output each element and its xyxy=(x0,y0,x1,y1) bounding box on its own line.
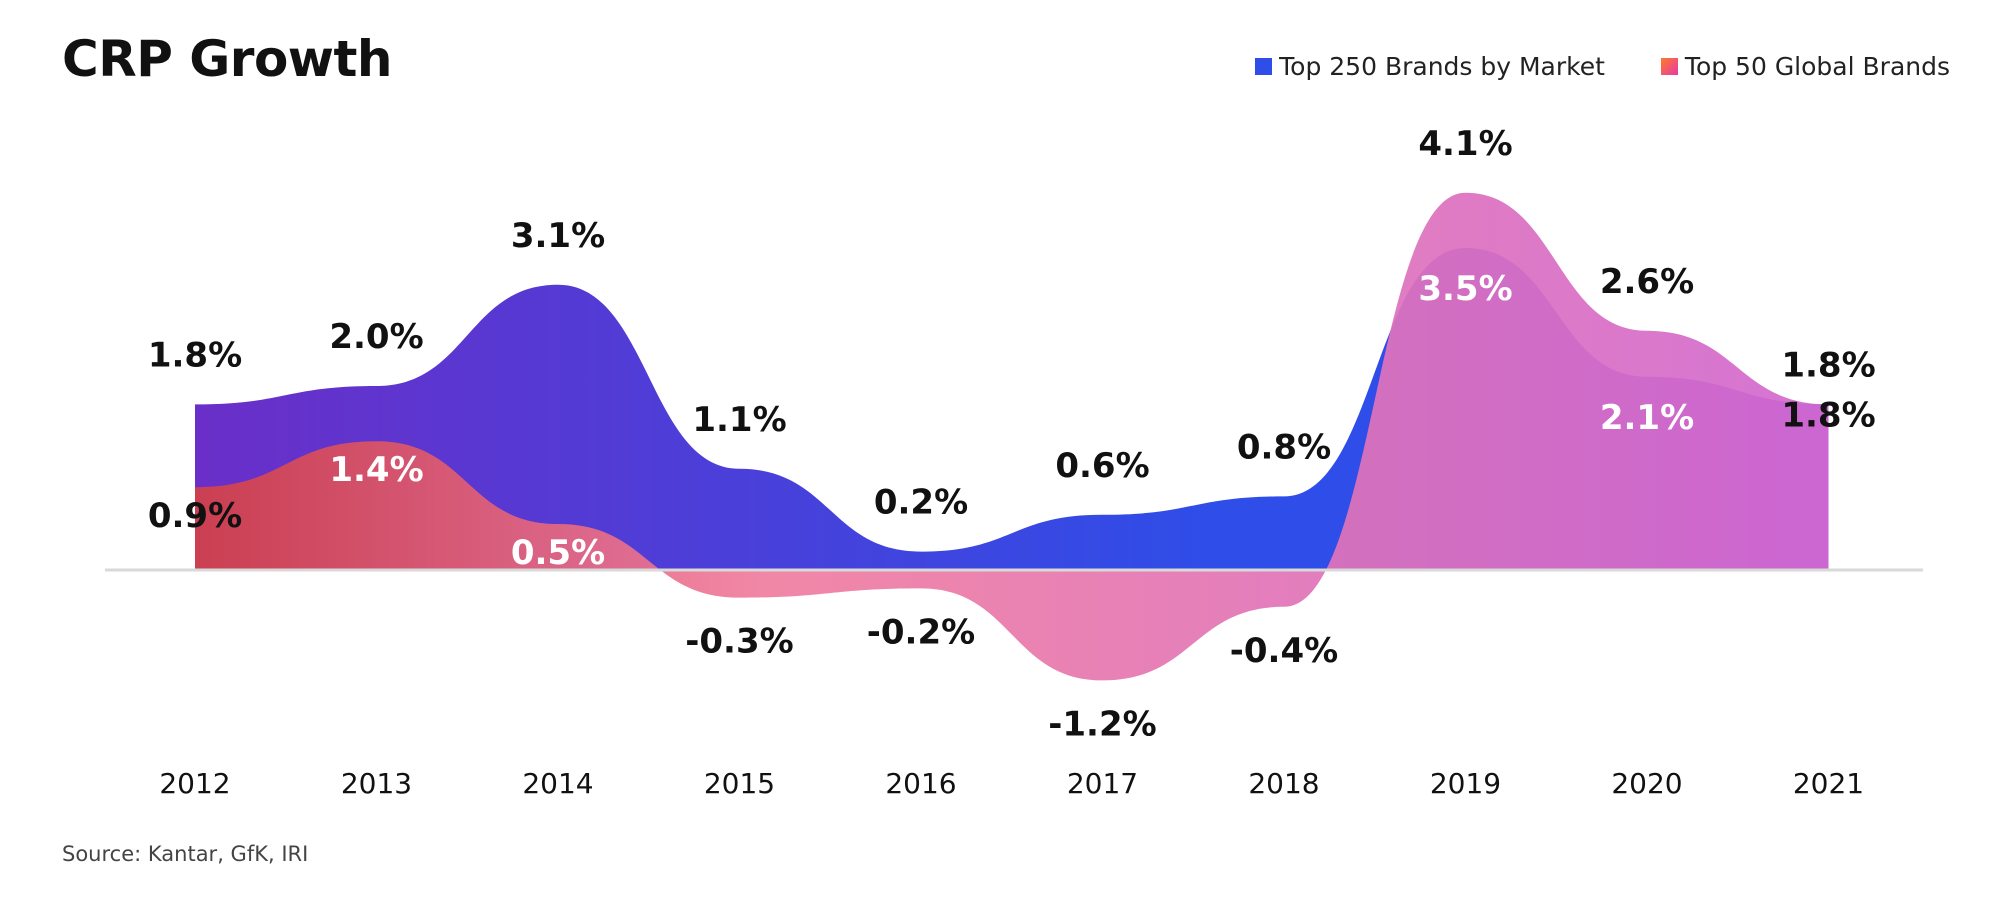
x-tick-label: 2019 xyxy=(1430,767,1501,800)
legend-swatch-top50 xyxy=(1660,58,1678,75)
value-label-top50-2018: -0.4% xyxy=(1230,631,1338,671)
x-tick-label: 2020 xyxy=(1611,767,1682,800)
x-tick-label: 2013 xyxy=(341,767,412,800)
value-label-top50-2019: 4.1% xyxy=(1418,124,1512,164)
legend-item-top50: Top 50 Global Brands xyxy=(1660,52,1950,81)
x-tick-label: 2021 xyxy=(1793,767,1864,800)
value-label-top50-2013: 1.4% xyxy=(329,450,423,490)
value-label-top250-2018: 0.8% xyxy=(1237,427,1331,467)
value-label-top50-2021: 1.8% xyxy=(1781,345,1875,385)
value-label-top250-2019: 3.5% xyxy=(1418,269,1512,309)
legend-item-top250: Top 250 Brands by Market xyxy=(1255,52,1605,81)
value-label-top250-2020: 2.1% xyxy=(1600,398,1694,438)
value-label-top250-2013: 2.0% xyxy=(329,317,423,357)
value-label-top50-2012: 0.9% xyxy=(148,496,242,536)
x-tick-label: 2017 xyxy=(1067,767,1138,800)
source-note: Source: Kantar, GfK, IRI xyxy=(62,842,309,866)
x-tick-label: 2018 xyxy=(1248,767,1319,800)
value-label-top250-2014: 3.1% xyxy=(511,216,605,256)
value-label-top250-2021: 1.8% xyxy=(1781,395,1875,435)
value-label-top50-2020: 2.6% xyxy=(1600,262,1694,302)
value-label-top50-2014: 0.5% xyxy=(511,533,605,573)
value-label-top250-2015: 1.1% xyxy=(692,400,786,440)
value-label-top250-2012: 1.8% xyxy=(148,335,242,375)
value-label-top50-2015: -0.3% xyxy=(685,622,793,662)
x-tick-label: 2012 xyxy=(159,767,230,800)
value-label-top250-2017: 0.6% xyxy=(1055,446,1149,486)
area-top50 xyxy=(195,192,1829,681)
x-tick-label: 2016 xyxy=(885,767,956,800)
legend-swatch-top250 xyxy=(1255,58,1273,75)
x-tick-label: 2014 xyxy=(522,767,593,800)
legend-label-top50: Top 50 Global Brands xyxy=(1684,52,1950,81)
value-label-top50-2017: -1.2% xyxy=(1048,704,1156,744)
value-label-top50-2016: -0.2% xyxy=(867,612,975,652)
x-tick-label: 2015 xyxy=(704,767,775,800)
chart-title: CRP Growth xyxy=(62,30,393,88)
legend-label-top250: Top 250 Brands by Market xyxy=(1279,52,1605,81)
legend: Top 250 Brands by Market Top 50 Global B… xyxy=(1255,52,1950,81)
value-label-top250-2016: 0.2% xyxy=(874,483,968,523)
